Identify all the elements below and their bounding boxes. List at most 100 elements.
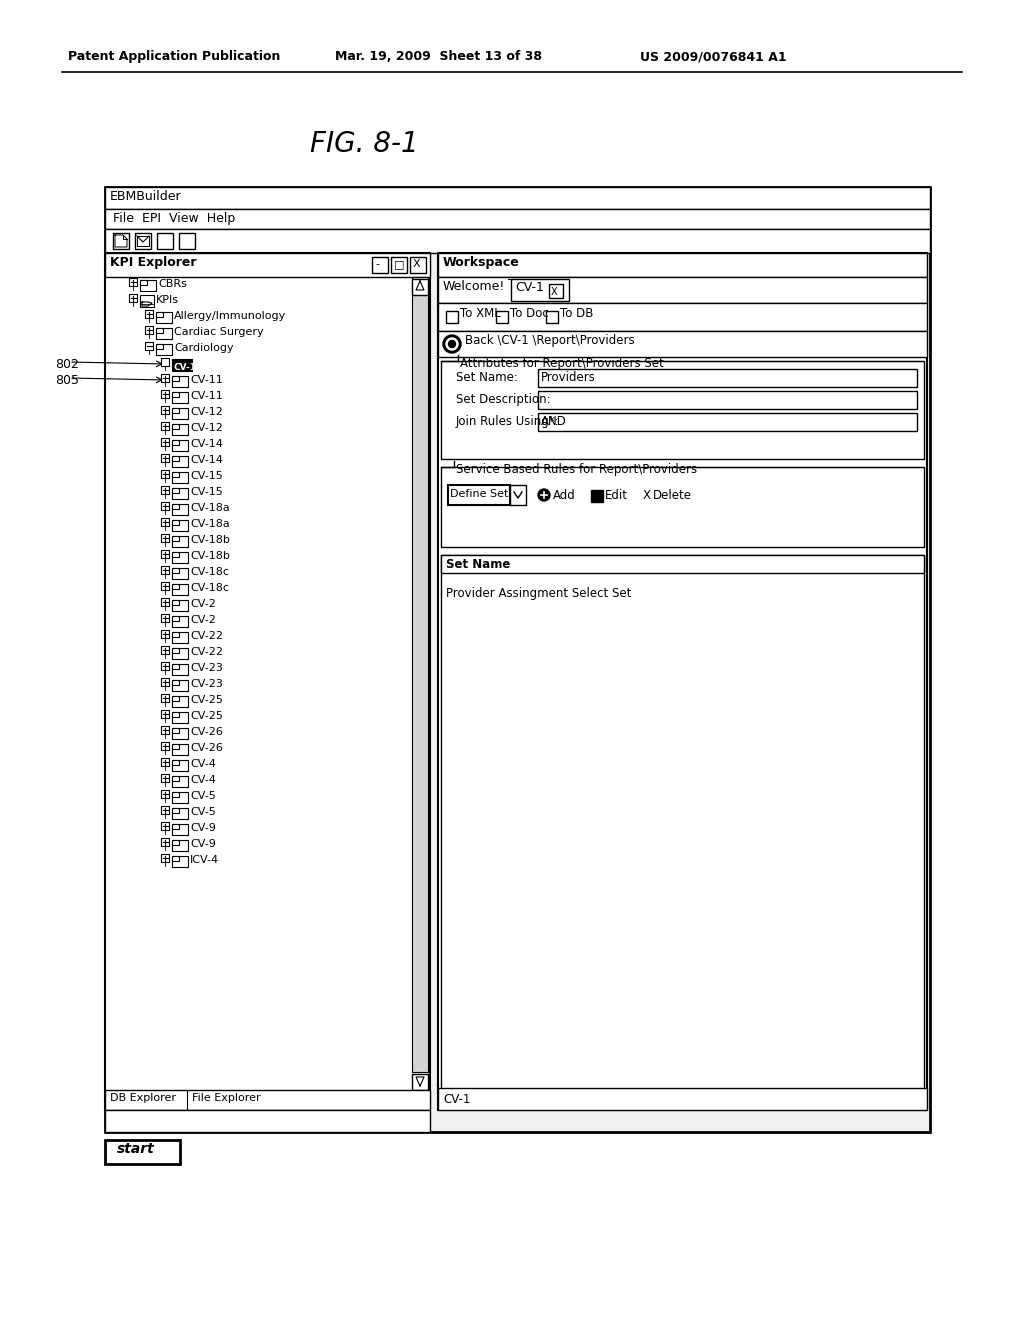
Bar	[172, 408, 179, 413]
Bar	[172, 520, 179, 525]
Circle shape	[538, 488, 550, 502]
Bar	[172, 455, 179, 461]
Bar	[161, 694, 169, 702]
Text: CV-1: CV-1	[443, 1093, 470, 1106]
Text: X: X	[413, 259, 421, 269]
Bar	[161, 535, 169, 543]
Bar	[129, 294, 137, 302]
Text: FIG. 8-1: FIG. 8-1	[310, 129, 419, 158]
Text: Back \CV-1 \Report\Providers: Back \CV-1 \Report\Providers	[465, 334, 635, 347]
Bar	[172, 359, 193, 371]
Bar	[412, 277, 428, 1072]
Text: US 2009/0076841 A1: US 2009/0076841 A1	[640, 50, 786, 63]
Bar	[172, 424, 188, 436]
Bar	[538, 391, 918, 409]
Text: Patent Application Publication: Patent Application Publication	[68, 50, 281, 63]
Bar	[172, 729, 179, 733]
Bar	[172, 711, 179, 717]
Bar	[172, 601, 188, 611]
Bar	[441, 467, 924, 546]
Bar	[161, 678, 169, 686]
Text: CV-18b: CV-18b	[190, 550, 229, 561]
Bar	[172, 792, 188, 803]
Text: Workspace: Workspace	[443, 256, 520, 269]
Text: CBRs: CBRs	[158, 279, 186, 289]
Text: Welcome!: Welcome!	[443, 280, 506, 293]
Text: Provider Assingment Select Set: Provider Assingment Select Set	[446, 587, 632, 601]
Text: 802: 802	[55, 358, 79, 371]
Text: CV-14: CV-14	[190, 455, 223, 465]
Bar	[161, 822, 169, 830]
Bar	[145, 326, 153, 334]
Bar	[161, 374, 169, 381]
Text: CV-18a: CV-18a	[190, 503, 229, 513]
Bar	[438, 277, 927, 304]
Circle shape	[449, 341, 456, 347]
Bar	[438, 253, 927, 1110]
Bar	[172, 583, 179, 589]
Text: X: X	[643, 488, 651, 502]
Bar	[157, 234, 173, 249]
Bar	[172, 568, 179, 573]
Bar	[172, 488, 188, 499]
Bar	[105, 1140, 180, 1164]
Bar	[172, 824, 188, 836]
Bar	[161, 854, 169, 862]
Bar	[172, 583, 188, 595]
Text: File Explorer: File Explorer	[193, 1093, 261, 1104]
Bar	[156, 345, 172, 355]
Bar	[172, 855, 188, 867]
Text: CV-18b: CV-18b	[190, 535, 229, 545]
Bar	[105, 209, 930, 228]
Bar	[172, 808, 188, 818]
Bar	[172, 632, 179, 638]
Bar	[161, 726, 169, 734]
Bar	[391, 257, 407, 273]
Text: CV-5: CV-5	[190, 791, 216, 801]
Bar	[145, 310, 153, 318]
Bar	[161, 614, 169, 622]
Bar	[538, 413, 918, 432]
Text: Allergy/Immunology: Allergy/Immunology	[174, 312, 287, 321]
Text: CV-22: CV-22	[190, 631, 223, 642]
Bar	[172, 729, 188, 739]
Bar	[172, 568, 188, 579]
Text: CV-15: CV-15	[190, 471, 223, 480]
Bar	[161, 517, 169, 525]
Text: Define Set: Define Set	[450, 488, 508, 499]
Text: CV-15: CV-15	[190, 487, 223, 498]
Bar	[172, 792, 179, 797]
Text: Join Rules Using*:: Join Rules Using*:	[456, 414, 560, 428]
Text: Mar. 19, 2009  Sheet 13 of 38: Mar. 19, 2009 Sheet 13 of 38	[335, 50, 542, 63]
Text: ICV-4: ICV-4	[190, 855, 219, 865]
Circle shape	[446, 338, 458, 350]
Bar	[172, 696, 179, 701]
Bar	[172, 840, 179, 845]
Text: Set Name:: Set Name:	[456, 371, 518, 384]
Bar	[161, 710, 169, 718]
Bar	[441, 554, 924, 573]
Text: CV-5: CV-5	[190, 807, 216, 817]
Bar	[105, 1110, 430, 1133]
Bar	[538, 370, 918, 387]
Bar	[161, 598, 169, 606]
Text: CV-11: CV-11	[190, 375, 223, 385]
Text: Set Name: Set Name	[446, 558, 510, 572]
Text: CV-18c: CV-18c	[190, 568, 229, 577]
Text: KPIs: KPIs	[156, 294, 179, 305]
Bar	[161, 663, 169, 671]
Bar	[449, 484, 510, 506]
Bar	[172, 744, 188, 755]
Bar	[129, 279, 137, 286]
Text: CV-23: CV-23	[190, 663, 223, 673]
Bar	[156, 327, 163, 333]
Bar	[161, 486, 169, 494]
Bar	[172, 552, 179, 557]
Bar	[105, 187, 930, 209]
Bar	[161, 774, 169, 781]
Bar	[105, 228, 930, 253]
Text: Set Description:: Set Description:	[456, 393, 551, 407]
Bar	[172, 455, 188, 467]
Text: Edit: Edit	[605, 488, 628, 502]
Bar	[172, 760, 179, 766]
